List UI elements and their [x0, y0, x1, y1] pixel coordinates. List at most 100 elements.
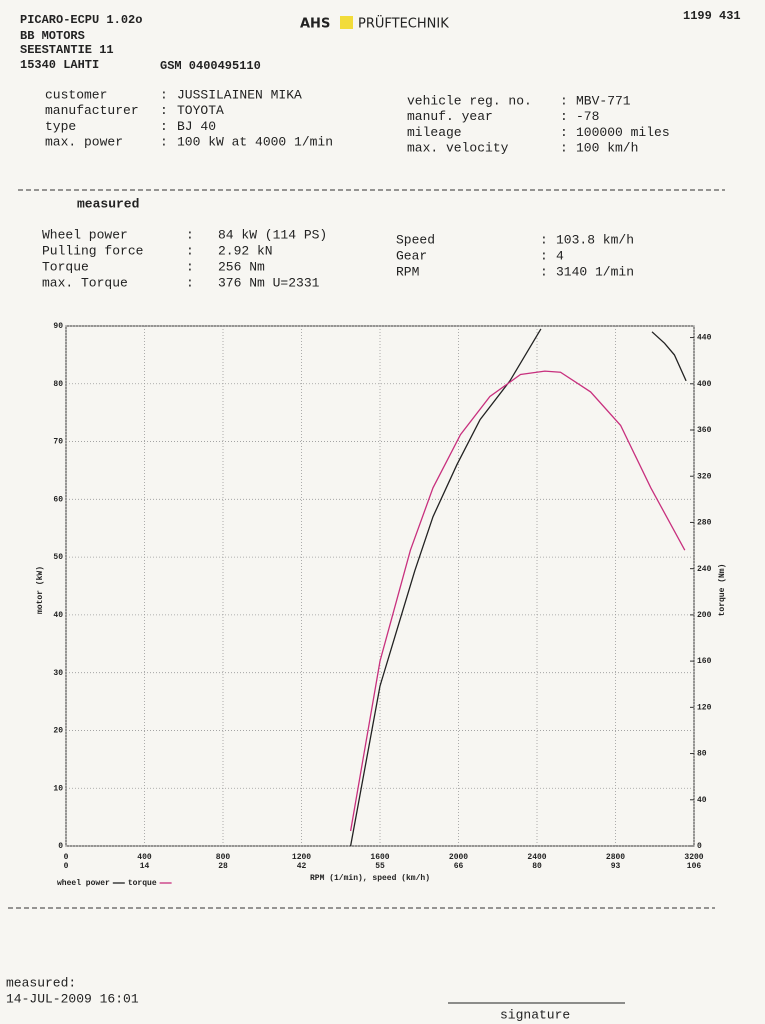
x-tick-label: 3200: [684, 853, 703, 862]
field-separator: :: [540, 248, 548, 263]
x-tick-label: 800: [216, 853, 231, 862]
legend-label: wheel power: [57, 879, 110, 888]
field-label: manufacturer: [45, 103, 139, 118]
field-value: 256 Nm: [218, 259, 265, 274]
signature: signature: [500, 1007, 570, 1022]
x-tick-label: 1200: [292, 853, 311, 862]
x2-tick-label: 80: [532, 862, 542, 871]
y2-tick-label: 0: [697, 842, 702, 851]
field-separator: :: [560, 141, 568, 156]
y2-tick-label: 200: [697, 611, 712, 620]
measured-date: 14-JUL-2009 16:01: [6, 991, 139, 1006]
field-label: max. Torque: [42, 275, 128, 290]
field-label: RPM: [396, 264, 419, 279]
field-separator: :: [160, 87, 168, 102]
field-value: TOYOTA: [177, 103, 224, 118]
series-line: [349, 328, 687, 847]
field-value: 100 km/h: [576, 141, 638, 156]
y2-tick-label: 320: [697, 472, 712, 481]
field-label: max. power: [45, 135, 123, 150]
field-separator: :: [540, 232, 548, 247]
field-value: -78: [576, 109, 599, 124]
y-tick-label: 20: [53, 727, 63, 736]
field-separator: :: [160, 103, 168, 118]
field-separator: :: [186, 227, 194, 242]
field-label: max. velocity: [407, 141, 509, 156]
brand-square: [340, 16, 353, 29]
legend-label: torque: [128, 879, 157, 888]
y-tick-label: 70: [53, 438, 63, 447]
x-tick-label: 0: [64, 853, 69, 862]
x2-tick-label: 106: [687, 862, 702, 871]
y-tick-label: 80: [53, 380, 63, 389]
field-value: 4: [556, 248, 564, 263]
y-tick-label: 30: [53, 669, 63, 678]
field-value: 3140 1/min: [556, 264, 634, 279]
y2-tick-label: 360: [697, 426, 712, 435]
y-axis-label: motor (kW): [36, 566, 45, 614]
y-tick-label: 10: [53, 784, 63, 793]
doc-number: 1199 431: [683, 9, 741, 23]
y2-axis-label: torque (Nm): [718, 564, 727, 617]
field-separator: :: [186, 259, 194, 274]
field-label: Speed: [396, 232, 435, 247]
x2-tick-label: 42: [297, 862, 307, 871]
header-line: BB MOTORS: [20, 29, 85, 43]
field-separator: :: [186, 275, 194, 290]
gsm: GSM 0400495110: [160, 59, 261, 73]
x2-tick-label: 0: [64, 862, 69, 871]
y2-tick-label: 280: [697, 519, 712, 528]
header-line: 15340 LAHTI: [20, 58, 99, 72]
x-tick-label: 2400: [527, 853, 546, 862]
field-value: 2.92 kN: [218, 243, 273, 258]
field-label: Wheel power: [42, 227, 128, 242]
y2-tick-label: 40: [697, 796, 707, 805]
brand-name: PRÜFTECHNIK: [358, 15, 449, 32]
field-label: Torque: [42, 259, 89, 274]
field-separator: :: [560, 93, 568, 108]
field-value: JUSSILAINEN MIKA: [177, 87, 302, 102]
x-tick-label: 1600: [370, 853, 389, 862]
field-separator: :: [160, 119, 168, 134]
field-value: BJ 40: [177, 119, 216, 134]
x2-tick-label: 93: [611, 862, 621, 871]
field-value: 376 Nm U=2331: [218, 275, 320, 290]
y2-tick-label: 400: [697, 380, 712, 389]
x-axis-label: RPM (1/min), speed (km/h): [310, 874, 430, 883]
field-separator: :: [560, 109, 568, 124]
y-tick-label: 50: [53, 553, 63, 562]
field-label: type: [45, 119, 76, 134]
field-separator: :: [560, 125, 568, 140]
section-title: measured: [77, 196, 139, 211]
field-label: vehicle reg. no.: [407, 93, 532, 108]
header-line: PICARO-ECPU 1.02o: [20, 13, 142, 27]
brand: AHS: [300, 17, 330, 32]
measured-label: measured:: [6, 975, 76, 990]
y-tick-label: 40: [53, 611, 63, 620]
y2-tick-label: 80: [697, 750, 707, 759]
field-value: 100000 miles: [576, 125, 670, 140]
x-tick-label: 2000: [449, 853, 468, 862]
x-tick-label: 400: [137, 853, 152, 862]
field-label: Gear: [396, 248, 427, 263]
field-separator: :: [160, 135, 168, 150]
field-value: 103.8 km/h: [556, 232, 634, 247]
header-line: SEESTANTIE 11: [20, 43, 114, 57]
y2-tick-label: 240: [697, 565, 712, 574]
x-tick-label: 2800: [606, 853, 625, 862]
field-label: manuf. year: [407, 109, 493, 124]
x2-tick-label: 66: [454, 862, 464, 871]
y2-tick-label: 440: [697, 334, 712, 343]
y2-tick-label: 160: [697, 657, 712, 666]
y-tick-label: 0: [58, 842, 63, 851]
y2-tick-label: 120: [697, 703, 712, 712]
series-line: [349, 370, 686, 832]
field-label: customer: [45, 87, 107, 102]
y-tick-label: 90: [53, 322, 63, 331]
y-tick-label: 60: [53, 495, 63, 504]
field-separator: :: [540, 264, 548, 279]
x2-tick-label: 28: [218, 862, 228, 871]
x2-tick-label: 55: [375, 862, 385, 871]
